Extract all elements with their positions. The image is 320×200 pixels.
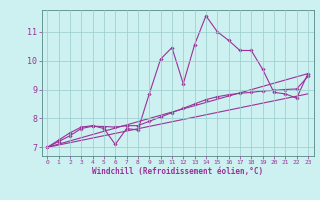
X-axis label: Windchill (Refroidissement éolien,°C): Windchill (Refroidissement éolien,°C) (92, 167, 263, 176)
